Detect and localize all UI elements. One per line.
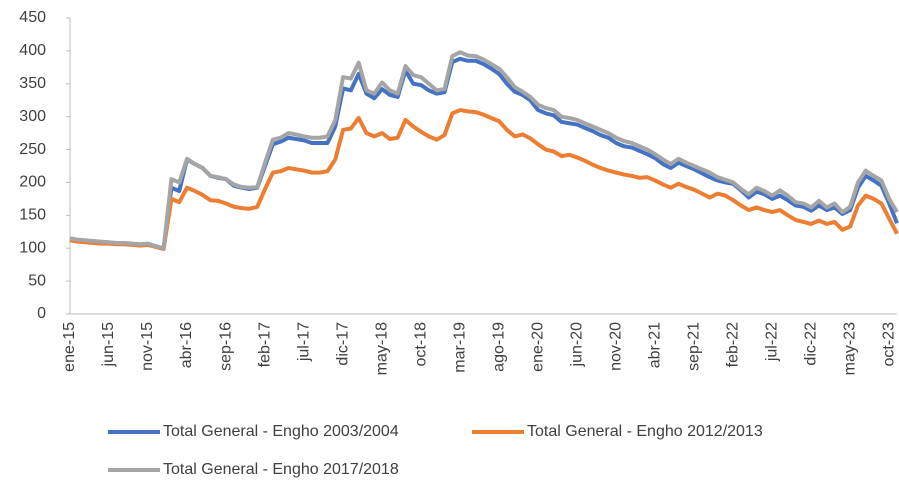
x-tick-label: abr-21 [646,322,663,368]
x-tick-label: oct-18 [412,322,429,367]
x-tick-label: jun-20 [568,322,585,368]
series-line [69,50,899,251]
x-tick-label: sep-16 [217,322,234,371]
x-tick-label: sep-21 [685,322,702,371]
x-tick-label: feb-22 [724,322,741,367]
x-tick-label: may-23 [841,322,858,375]
x-tick-label: jun-15 [100,322,117,368]
series-line [69,56,899,251]
x-tick-label: nov-15 [139,322,156,371]
x-tick-label: abr-16 [178,322,195,368]
legend-label: Total General - Engho 2017/2018 [163,461,399,478]
x-tick-label: mar-19 [451,322,468,373]
series-line [69,108,899,251]
y-tick-label: 450 [19,9,46,26]
x-tick-label: oct-23 [880,322,897,367]
y-tick-label: 150 [19,207,46,224]
y-tick-label: 0 [37,305,46,322]
x-tick-label: may-18 [373,322,390,375]
y-tick-label: 250 [19,141,46,158]
x-tick-label: jul-22 [763,322,780,362]
x-tick-label: dic-22 [802,322,819,366]
x-tick-label: ene-20 [529,322,546,372]
y-tick-label: 400 [19,42,46,59]
legend-label: Total General - Engho 2012/2013 [527,423,763,440]
y-tick-label: 200 [19,174,46,191]
y-tick-label: 300 [19,108,46,125]
x-tick-label: jul-17 [295,322,312,362]
x-tick-label: ago-19 [490,322,507,372]
legend-label: Total General - Engho 2003/2004 [163,423,399,440]
y-tick-label: 50 [28,272,46,289]
x-tick-label: nov-20 [607,322,624,371]
x-tick-label: feb-17 [256,322,273,367]
y-tick-label: 350 [19,75,46,92]
x-tick-label: dic-17 [334,322,351,366]
x-tick-label: ene-15 [61,322,78,372]
y-tick-label: 100 [19,239,46,256]
